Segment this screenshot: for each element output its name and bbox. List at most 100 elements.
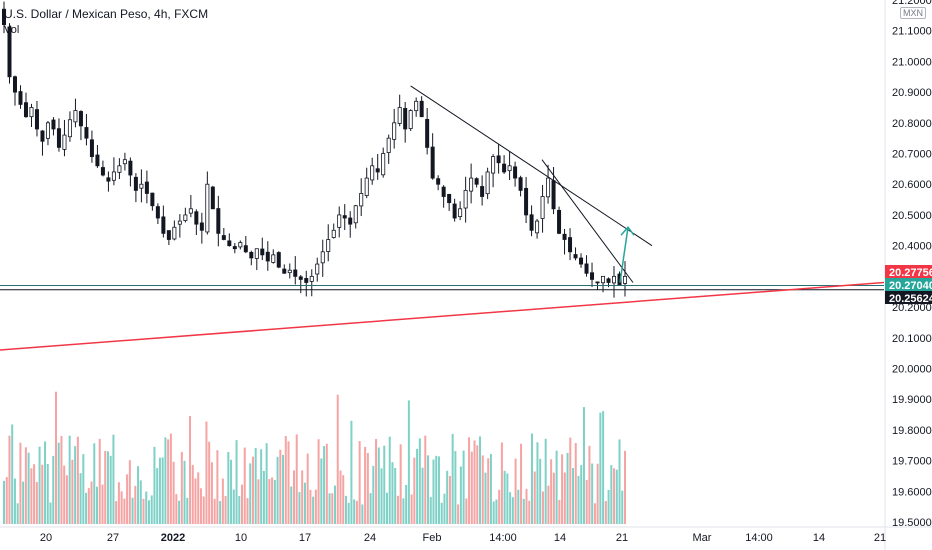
candle-body (524, 187, 529, 216)
time-tick-label: 14:00 (745, 532, 773, 544)
volume-bar (71, 459, 74, 524)
volume-bar (615, 469, 618, 524)
price-label-box (885, 278, 932, 291)
candle-body (45, 122, 50, 139)
candle-body (447, 193, 452, 204)
price-tick-label: 20.90000 (892, 87, 932, 99)
volume-bar (432, 459, 435, 524)
volume-bar (273, 479, 276, 524)
candle-body (84, 127, 89, 139)
volume-bar (27, 452, 30, 524)
volume-bar (96, 486, 99, 524)
candle-body (425, 118, 430, 148)
time-tick-label: 14 (813, 532, 825, 544)
volume-bar (24, 447, 27, 524)
candle-body (342, 215, 347, 219)
volume-bar (454, 451, 457, 524)
candle-body (513, 166, 518, 179)
volume-bar (191, 464, 194, 524)
volume-bar (11, 424, 14, 524)
volume-bar (410, 494, 413, 524)
volume-bar (544, 438, 547, 524)
volume-bar (251, 456, 254, 524)
volume-bar (287, 441, 290, 524)
candle-body (458, 208, 463, 217)
candle-body (293, 269, 298, 277)
trendline-rising-support (0, 281, 885, 351)
candle-body (166, 230, 171, 240)
volume-bar (301, 470, 304, 524)
volume-bar (561, 454, 564, 524)
volume-bar (435, 455, 438, 524)
volume-bar (35, 482, 38, 524)
volume-bar (41, 464, 44, 524)
candle-body (150, 192, 155, 207)
time-tick-label: 20 (40, 532, 52, 544)
volume-bar (257, 479, 260, 524)
volume-bar (424, 435, 427, 524)
volume-bar (484, 472, 487, 524)
volume-bar (128, 460, 131, 524)
volume-bar (585, 479, 588, 524)
volume-bar (142, 498, 145, 524)
volume-bar (235, 440, 238, 524)
volume-bar (530, 433, 533, 524)
volume-bar (90, 481, 93, 524)
time-tick-label: 17 (299, 532, 311, 544)
candle-body (623, 275, 628, 284)
candle-body (183, 214, 188, 221)
volume-bar (525, 488, 528, 524)
volume-bar (150, 495, 153, 524)
volume-bar (320, 458, 323, 524)
volume-bar (399, 444, 402, 524)
volume-bar (514, 458, 517, 524)
currency-badge[interactable]: MXN (900, 7, 926, 19)
volume-bar (38, 446, 41, 524)
volume-bar (358, 441, 361, 524)
volume-bar (243, 447, 246, 524)
candle-body (210, 186, 215, 210)
volume-bar (511, 497, 514, 524)
volume-bar (503, 470, 506, 524)
volume-bar (213, 498, 216, 524)
volume-bar (224, 495, 227, 524)
volume-bar (276, 456, 279, 524)
candle-body (100, 167, 105, 176)
price-tick-label: 20.40000 (892, 241, 932, 253)
candle-body (62, 134, 67, 150)
volume-bar (402, 498, 405, 524)
volume-bar (309, 489, 312, 524)
price-label-text: 20.27040 (889, 280, 932, 292)
candle-body (2, 8, 7, 25)
candle-body (172, 226, 177, 240)
volume-bar (552, 472, 555, 524)
volume-bar (342, 475, 345, 524)
candle-body (469, 177, 474, 192)
volume-bar (314, 489, 317, 524)
candle-body (265, 251, 270, 262)
candle-body (287, 269, 292, 274)
candle-body (535, 220, 540, 234)
time-tick-label: 24 (364, 532, 376, 544)
candle-body (298, 276, 303, 280)
volume-bar (5, 477, 8, 524)
volume-bar (271, 477, 274, 524)
volume-bar (593, 503, 596, 524)
candle-body (381, 153, 386, 176)
volume-bar (446, 470, 449, 524)
price-label-text: 20.25624 (889, 293, 932, 305)
volume-bar (418, 438, 421, 524)
volume-bar (443, 493, 446, 524)
volume-bar (312, 496, 315, 524)
volume-bar (8, 435, 11, 524)
volume-bar (295, 434, 298, 524)
candle-body (29, 107, 34, 118)
volume-bar (394, 467, 397, 524)
volume-bar (416, 448, 419, 524)
volume-bar (522, 498, 525, 524)
volume-bar (186, 497, 189, 524)
volume-bar (323, 446, 326, 524)
volume-bar (238, 496, 241, 524)
volume-bar (604, 501, 607, 524)
